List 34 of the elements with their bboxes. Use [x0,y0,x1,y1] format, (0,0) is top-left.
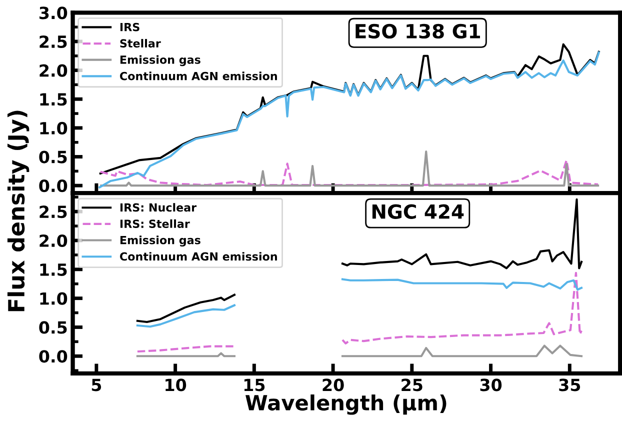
legend-label: Continuum AGN emission [120,72,277,80]
y-tick-label: 2.0 [40,64,68,77]
chart-title: ESO 138 G1 [356,24,480,39]
y-tick-label: 0.5 [39,150,67,164]
line-series [99,159,600,186]
y-tick-label: 1.5 [40,93,67,106]
x-tick-label: 30 [480,378,502,392]
y-tick-label: 1.0 [40,122,68,135]
legend-label: IRS: Stellar [120,219,190,228]
x-tick-label: 35 [559,378,580,392]
y-tick-label: 0.0 [39,180,68,192]
y-tick-label: 0.5 [39,321,67,334]
x-tick-label: 20 [322,378,344,392]
legend-label: IRS [120,22,140,32]
y-tick-label: 2.5 [40,35,67,48]
legend-label: Continuum AGN emission [120,252,277,261]
y-axis-title: Flux density (Jy) [7,110,30,312]
legend-label: Emission gas [120,236,200,247]
x-tick-label: 25 [402,378,422,392]
line-series [100,150,600,187]
x-axis-title: Wavelength (μm) [246,394,446,415]
y-tick-label: 1.0 [40,292,68,305]
x-tick-label: 5 [92,378,102,392]
y-tick-label: 2.0 [40,234,68,248]
x-tick-label: 10 [166,378,186,392]
legend-label: IRS: Nuclear [120,203,197,212]
y-tick-label: 2.5 [40,206,67,218]
y-tick-label: 0.0 [39,350,68,363]
chart-title: NGC 424 [372,204,464,219]
legend-label: Emission gas [120,55,200,66]
y-tick-label: 3.0 [40,6,68,20]
y-tick-label: 1.5 [40,264,67,276]
legend-label: Stellar [120,38,161,48]
x-tick-label: 15 [244,378,265,392]
